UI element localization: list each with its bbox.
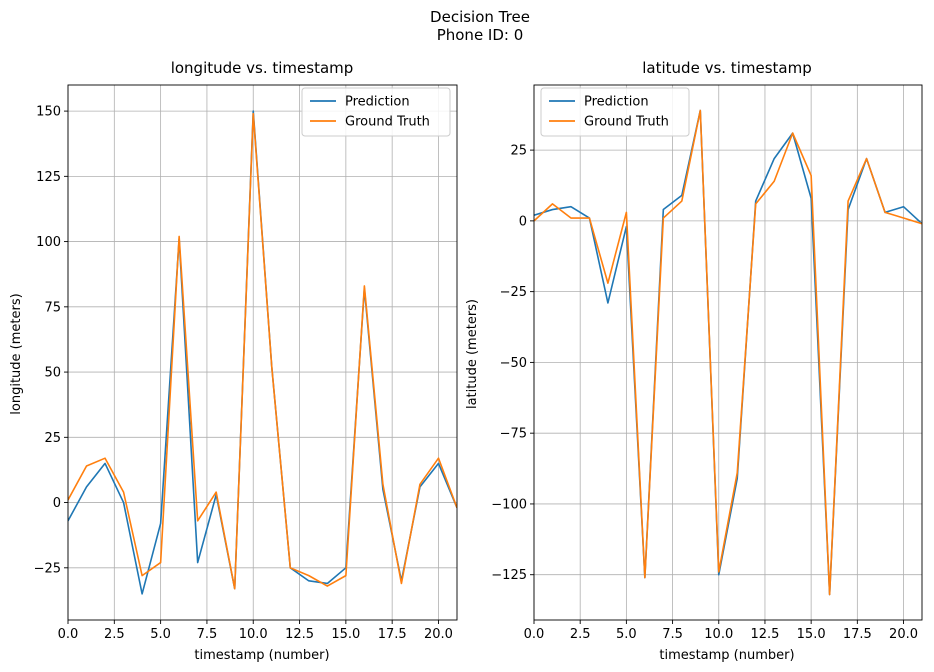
figure-suptitle-line2: Phone ID: 0 [437,26,524,44]
longitude-ytick-label-7: 150 [36,105,61,120]
latitude-xtick-label-4: 10.0 [704,627,733,642]
latitude-chart-title: latitude vs. timestamp [642,59,811,77]
latitude-chart-xlabel: timestamp (number) [659,648,794,663]
longitude-series-prediction-line [68,110,457,595]
latitude-xtick-label-8: 20.0 [889,627,918,642]
longitude-ytick-label-4: 75 [44,300,61,315]
longitude-series-ground-truth-line [68,112,457,590]
latitude-ytick-label-5: 0 [519,214,527,229]
longitude-ytick-label-1: 0 [53,496,61,511]
latitude-ytick-label-2: −75 [500,427,527,442]
longitude-xtick-label-3: 7.5 [197,627,218,642]
longitude-axes-frame [67,84,458,621]
latitude-chart-ylabel: latitude (meters) [465,299,480,409]
latitude-xtick-label-1: 2.5 [570,627,591,642]
longitude-ytick-label-5: 100 [36,235,61,250]
latitude-series-ground-truth-line [534,109,922,596]
longitude-ytick-label-6: 125 [36,170,61,185]
latitude-legend: Prediction Ground Truth [540,87,690,137]
longitude-ytick-label-2: 25 [44,431,61,446]
latitude-xtick-label-6: 15.0 [797,627,826,642]
longitude-chart-ylabel: longitude (meters) [9,293,24,414]
longitude-legend-label-prediction: Prediction [345,95,410,110]
longitude-legend: Prediction Ground Truth [301,87,451,137]
latitude-legend-label-prediction: Prediction [584,95,649,110]
latitude-xtick-label-3: 7.5 [662,627,683,642]
longitude-xtick-label-6: 15.0 [331,627,360,642]
longitude-gridlines [67,85,457,620]
latitude-ytick-label-3: −50 [500,356,527,371]
latitude-ytick-label-0: −125 [491,568,527,583]
latitude-ytick-label-4: −25 [500,285,527,300]
latitude-ytick-label-1: −100 [491,497,527,512]
latitude-xtick-label-7: 17.5 [843,627,872,642]
longitude-xtick-label-4: 10.0 [239,627,268,642]
latitude-ytick-label-6: 25 [510,144,527,159]
latitude-xtick-label-2: 5.0 [616,627,637,642]
longitude-xtick-label-0: 0.0 [58,627,79,642]
longitude-xtick-label-2: 5.0 [150,627,171,642]
latitude-chart-panel: latitude vs. timestamp timestamp (number… [465,59,923,663]
latitude-xtick-label-5: 12.5 [750,627,779,642]
longitude-ytick-label-3: 50 [44,366,61,381]
latitude-legend-label-ground-truth: Ground Truth [584,115,669,130]
longitude-chart-panel: longitude vs. timestamp timestamp (numbe… [9,59,458,663]
figure-suptitle-line1: Decision Tree [430,8,530,26]
longitude-legend-label-ground-truth: Ground Truth [345,115,430,130]
latitude-legend-box [540,87,690,137]
longitude-xtick-label-7: 17.5 [378,627,407,642]
longitude-xtick-label-5: 12.5 [285,627,314,642]
longitude-xtick-label-1: 2.5 [104,627,125,642]
latitude-xtick-label-0: 0.0 [524,627,545,642]
longitude-chart-title: longitude vs. timestamp [171,59,354,77]
longitude-legend-box [301,87,451,137]
longitude-chart-xlabel: timestamp (number) [194,648,329,663]
latitude-axes-frame [533,84,923,621]
longitude-xtick-label-8: 20.0 [424,627,453,642]
longitude-ytick-label-0: −25 [34,561,61,576]
